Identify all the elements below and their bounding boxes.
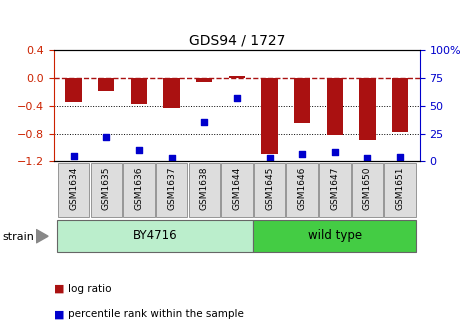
FancyBboxPatch shape xyxy=(385,163,416,217)
Point xyxy=(70,153,77,159)
FancyBboxPatch shape xyxy=(57,220,253,252)
Text: GSM1634: GSM1634 xyxy=(69,167,78,210)
FancyBboxPatch shape xyxy=(189,163,220,217)
Text: GSM1647: GSM1647 xyxy=(330,167,340,210)
Point xyxy=(266,155,273,161)
Text: percentile rank within the sample: percentile rank within the sample xyxy=(68,309,244,319)
Point xyxy=(135,148,143,153)
Title: GDS94 / 1727: GDS94 / 1727 xyxy=(189,34,285,48)
FancyBboxPatch shape xyxy=(221,163,252,217)
Bar xyxy=(327,78,343,135)
Text: GSM1645: GSM1645 xyxy=(265,167,274,210)
Point xyxy=(298,151,306,156)
FancyBboxPatch shape xyxy=(58,163,89,217)
Bar xyxy=(163,78,180,108)
Text: GSM1646: GSM1646 xyxy=(298,167,307,210)
Text: log ratio: log ratio xyxy=(68,284,112,294)
Bar xyxy=(131,78,147,104)
Bar xyxy=(229,76,245,78)
Point xyxy=(102,134,110,139)
Point xyxy=(168,155,175,161)
Bar xyxy=(65,78,82,102)
Text: GSM1637: GSM1637 xyxy=(167,167,176,210)
FancyBboxPatch shape xyxy=(123,163,154,217)
Polygon shape xyxy=(36,229,48,243)
FancyBboxPatch shape xyxy=(352,163,383,217)
Text: GSM1650: GSM1650 xyxy=(363,167,372,210)
FancyBboxPatch shape xyxy=(253,220,416,252)
Text: GSM1651: GSM1651 xyxy=(396,167,405,210)
FancyBboxPatch shape xyxy=(319,163,350,217)
Point xyxy=(364,155,371,161)
Bar xyxy=(196,78,212,82)
Text: BY4716: BY4716 xyxy=(133,229,177,242)
Text: ■: ■ xyxy=(54,309,64,319)
Point xyxy=(396,154,404,160)
Text: ■: ■ xyxy=(54,284,64,294)
Text: GSM1644: GSM1644 xyxy=(232,167,242,210)
FancyBboxPatch shape xyxy=(254,163,285,217)
Bar xyxy=(392,78,408,132)
Bar xyxy=(294,78,310,123)
Bar xyxy=(261,78,278,154)
Point xyxy=(233,95,241,101)
FancyBboxPatch shape xyxy=(156,163,187,217)
FancyBboxPatch shape xyxy=(91,163,122,217)
Point xyxy=(200,120,208,125)
Text: strain: strain xyxy=(2,232,34,242)
Text: GSM1638: GSM1638 xyxy=(200,167,209,210)
Bar xyxy=(98,78,114,91)
Bar xyxy=(359,78,376,140)
Text: wild type: wild type xyxy=(308,229,362,242)
Text: GSM1636: GSM1636 xyxy=(134,167,144,210)
FancyBboxPatch shape xyxy=(287,163,318,217)
Point xyxy=(331,150,339,155)
Text: GSM1635: GSM1635 xyxy=(102,167,111,210)
